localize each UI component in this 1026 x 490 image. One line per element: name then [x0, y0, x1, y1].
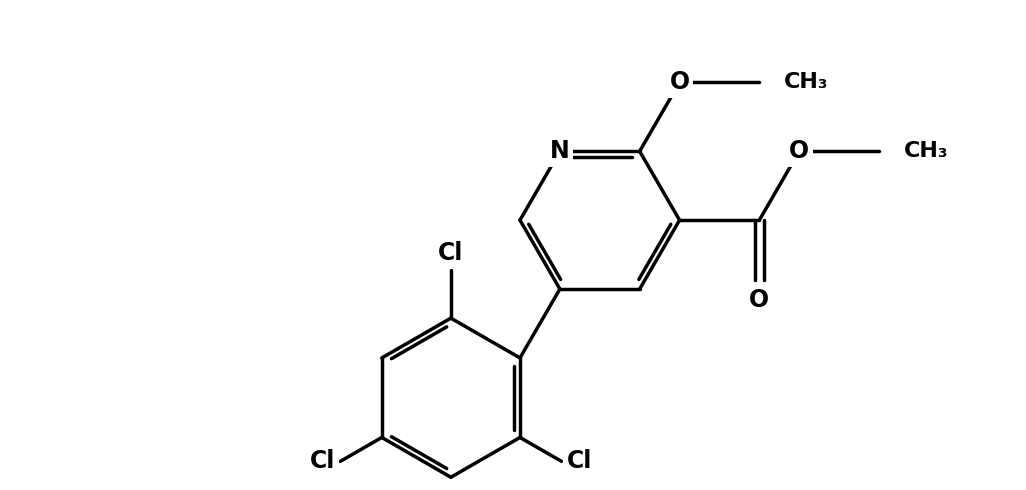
- Text: CH₃: CH₃: [784, 73, 829, 92]
- Text: Cl: Cl: [438, 242, 464, 266]
- Text: O: O: [670, 71, 689, 95]
- Text: O: O: [749, 288, 770, 312]
- Text: Cl: Cl: [566, 449, 592, 473]
- Text: CH₃: CH₃: [904, 141, 949, 161]
- Text: O: O: [789, 139, 810, 163]
- Text: N: N: [550, 139, 569, 163]
- Text: Cl: Cl: [310, 449, 336, 473]
